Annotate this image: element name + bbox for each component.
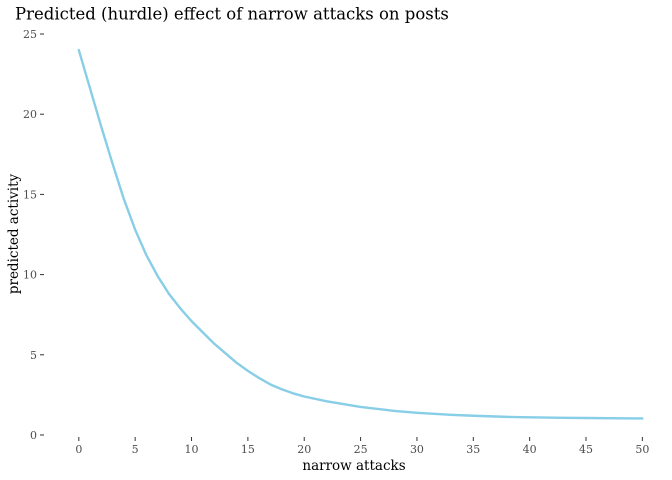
y-axis-label: predicted activity	[6, 173, 22, 294]
x-tick-label: 5	[132, 443, 139, 456]
x-tick-label: 35	[466, 443, 480, 456]
x-tick-label: 50	[635, 443, 649, 456]
y-tick-label: 0	[30, 429, 37, 442]
chart-title: Predicted (hurdle) effect of narrow atta…	[15, 5, 449, 24]
x-tick-label: 40	[523, 443, 537, 456]
x-axis-label: narrow attacks	[302, 458, 405, 474]
y-tick-label: 15	[23, 188, 37, 201]
x-tick-label: 0	[75, 443, 82, 456]
x-tick-label: 25	[354, 443, 368, 456]
x-tick-label: 30	[410, 443, 424, 456]
y-tick-label: 20	[23, 108, 37, 121]
y-tick-label: 5	[30, 349, 37, 362]
plot-area	[77, 48, 644, 420]
y-axis: 0 5 10 15 20 25	[23, 28, 44, 442]
x-tick-label: 45	[579, 443, 593, 456]
y-tick-label: 25	[23, 28, 37, 41]
x-axis: 0 5 10 15 20 25 30 35 40 45 50	[75, 437, 649, 456]
series-line	[77, 48, 644, 420]
x-tick-label: 15	[241, 443, 255, 456]
y-tick-label: 10	[23, 269, 37, 282]
x-tick-label: 10	[185, 443, 199, 456]
x-tick-label: 20	[297, 443, 311, 456]
